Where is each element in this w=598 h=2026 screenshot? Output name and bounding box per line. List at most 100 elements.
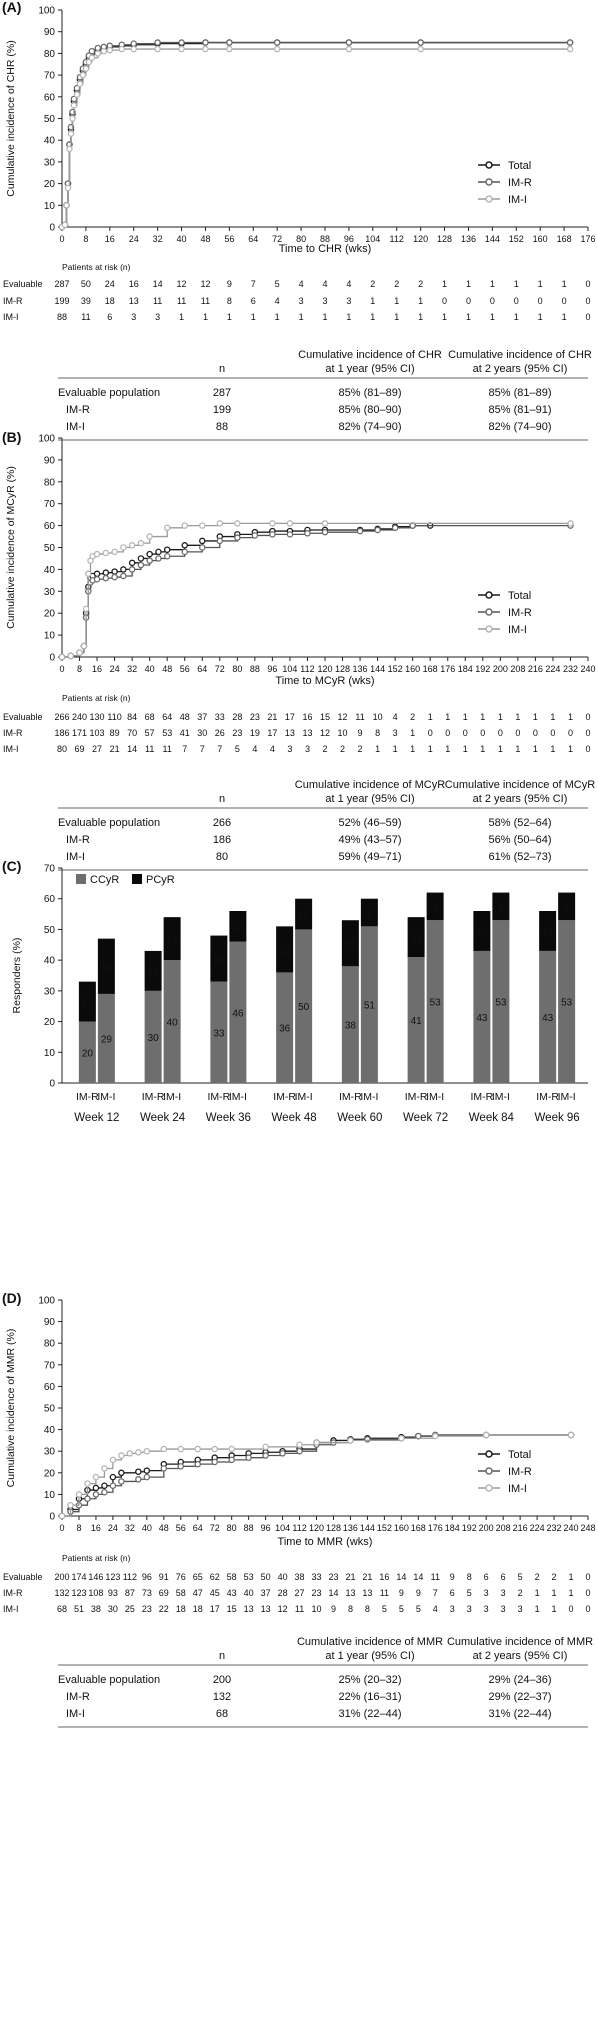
risk-value: 0 [569,1604,574,1614]
risk-value: 1 [552,1604,557,1614]
data-point [228,1445,235,1453]
y-tick-label: 60 [44,521,56,532]
bar-label: IM-R [471,1091,494,1103]
x-tick-label: 200 [479,1523,494,1533]
risk-value: 5 [467,1588,472,1598]
bar-value-ccyr: 29 [101,1034,113,1045]
data-point [216,537,224,545]
y-tick-label: 40 [44,565,56,576]
bar-ccyr [210,981,228,1083]
bar-value-ccyr: 50 [298,1002,310,1013]
bar-ccyr [163,960,181,1083]
bar-value-ccyr: 33 [213,1028,225,1039]
bar-value-pcyr: 15 [279,945,291,956]
risk-value: 13 [362,1588,372,1598]
data-point [199,537,206,545]
risk-value: 3 [131,312,136,322]
risk-value: 58 [227,1572,237,1582]
data-point [111,568,118,575]
x-tick-label: 200 [493,664,508,674]
y-axis-label: Cumulative incidence of MMR (%) [5,1329,17,1488]
risk-value: 30 [108,1604,118,1614]
risk-value: 23 [142,1604,152,1614]
series-line-im-i [62,1434,572,1517]
risk-value: 9 [227,279,232,289]
table-row-label: IM-R [66,1691,90,1703]
table-cell: 56% (50–64) [489,834,552,846]
risk-value: 13 [261,1604,271,1614]
risk-row-label: Evaluable [3,279,43,289]
risk-value: 186 [54,728,69,738]
data-point [137,539,145,547]
risk-value: 1 [370,296,375,306]
risk-value: 27 [92,744,102,754]
bar-pcyr [492,892,510,921]
data-point [321,520,329,527]
risk-value: 1 [394,296,399,306]
data-point [181,548,188,556]
risk-value: 1 [515,712,520,722]
panel-letter: (C) [2,858,21,874]
x-tick-label: 8 [76,1523,81,1533]
legend-label: IM-I [508,194,527,206]
risk-value: 11 [163,744,172,754]
data-point [345,39,353,46]
x-tick-label: 136 [353,664,368,674]
table-row-label: Evaluable population [58,817,160,829]
legend-label: Total [508,590,531,602]
x-tick-label: 56 [224,234,234,244]
x-tick-label: 112 [300,664,314,674]
risk-value: 53 [244,1572,254,1582]
risk-value: 12 [200,279,210,289]
x-tick-label: 120 [413,234,428,244]
panel-letter: (A) [2,0,21,15]
bar-ccyr [295,929,313,1083]
risk-value: 11 [81,312,90,322]
risk-value: 22 [159,1604,169,1614]
y-tick-label: 50 [44,925,56,936]
bar-value-pcyr: 9 [367,909,373,920]
data-point [111,548,118,556]
risk-value: 1 [375,744,380,754]
x-tick-label: 224 [545,664,560,674]
risk-value: 1 [227,312,232,322]
risk-value: 5 [399,1604,404,1614]
risk-value: 8 [375,728,380,738]
data-point [118,1452,125,1459]
x-tick-label: 48 [159,1523,169,1533]
data-point [93,550,101,558]
y-tick-label: 70 [44,1360,56,1371]
risk-value: 1 [562,279,567,289]
data-point [269,531,276,538]
data-point [128,559,136,567]
bar-value-ccyr: 53 [561,998,573,1009]
data-point [296,1441,303,1448]
bar-value-pcyr: 15 [213,955,225,966]
group-label: Week 36 [206,1112,251,1124]
x-tick-label: 64 [193,1523,203,1533]
data-point [58,653,66,661]
risk-value: 89 [110,728,120,738]
risk-value: 108 [88,1588,103,1598]
risk-value: 24 [105,279,115,289]
risk-value: 1 [418,312,423,322]
x-tick-label: 112 [390,234,404,244]
risk-value: 3 [467,1604,472,1614]
series-line-total [62,524,431,658]
x-tick-label: 152 [388,664,403,674]
table-header: at 2 years (95% CI) [473,363,568,375]
risk-value: 132 [54,1588,69,1598]
bar-value-pcyr: 9 [498,902,504,913]
group-label: Week 84 [469,1112,515,1124]
risk-row-label: IM-I [3,312,19,322]
x-tick-label: 40 [142,1523,152,1533]
data-point [482,1431,490,1439]
risk-value: 14 [413,1572,423,1582]
risk-value: 1 [428,744,433,754]
table-header: n [219,363,225,375]
bar-label: IM-I [492,1091,510,1103]
y-tick-label: 10 [44,1048,56,1059]
bar-pcyr [144,950,162,991]
risk-value: 6 [501,1572,506,1582]
